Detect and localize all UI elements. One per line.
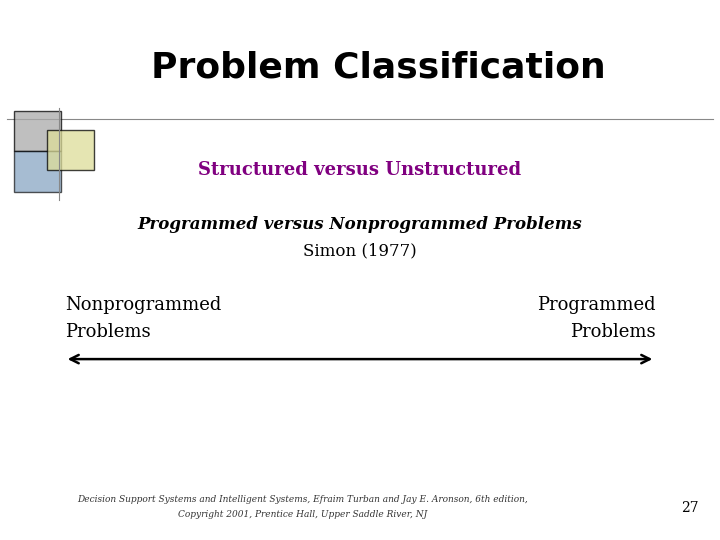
- Text: Problems: Problems: [65, 323, 150, 341]
- FancyBboxPatch shape: [47, 130, 94, 170]
- Text: Problems: Problems: [570, 323, 655, 341]
- FancyBboxPatch shape: [14, 151, 61, 192]
- FancyBboxPatch shape: [14, 111, 61, 151]
- Text: Problem Classification: Problem Classification: [150, 51, 606, 84]
- Text: Programmed versus Nonprogrammed Problems: Programmed versus Nonprogrammed Problems: [138, 215, 582, 233]
- Text: Simon (1977): Simon (1977): [303, 242, 417, 260]
- Text: Nonprogrammed: Nonprogrammed: [65, 296, 221, 314]
- Text: Copyright 2001, Prentice Hall, Upper Saddle River, NJ: Copyright 2001, Prentice Hall, Upper Sad…: [178, 510, 427, 518]
- Text: Programmed: Programmed: [536, 296, 655, 314]
- Text: Structured versus Unstructured: Structured versus Unstructured: [199, 161, 521, 179]
- Text: 27: 27: [681, 501, 698, 515]
- Text: Decision Support Systems and Intelligent Systems, Efraim Turban and Jay E. Arons: Decision Support Systems and Intelligent…: [77, 495, 528, 504]
